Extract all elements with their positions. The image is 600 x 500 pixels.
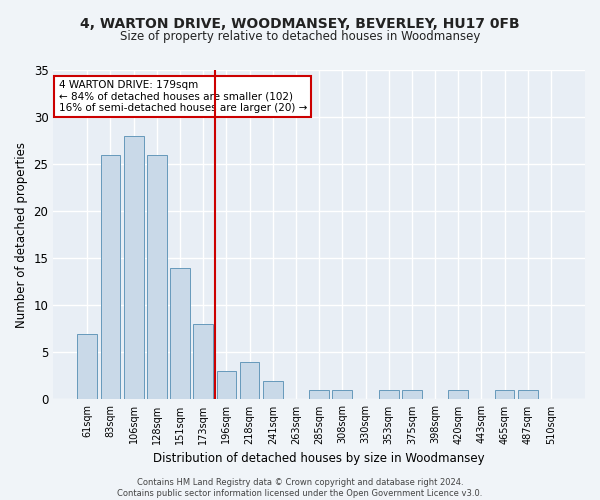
Bar (309, 390, 329, 400)
Bar (240, 362, 259, 400)
Bar (147, 154, 167, 400)
Bar (170, 268, 190, 400)
Bar (402, 390, 422, 400)
Bar (193, 324, 213, 400)
Bar (379, 390, 398, 400)
Y-axis label: Number of detached properties: Number of detached properties (15, 142, 28, 328)
Bar (518, 390, 538, 400)
Text: Size of property relative to detached houses in Woodmansey: Size of property relative to detached ho… (120, 30, 480, 43)
Bar (101, 154, 121, 400)
Bar (332, 390, 352, 400)
Bar (124, 136, 143, 400)
Bar (495, 390, 514, 400)
X-axis label: Distribution of detached houses by size in Woodmansey: Distribution of detached houses by size … (154, 452, 485, 465)
Text: 4 WARTON DRIVE: 179sqm
← 84% of detached houses are smaller (102)
16% of semi-de: 4 WARTON DRIVE: 179sqm ← 84% of detached… (59, 80, 307, 113)
Text: Contains HM Land Registry data © Crown copyright and database right 2024.
Contai: Contains HM Land Registry data © Crown c… (118, 478, 482, 498)
Bar (217, 371, 236, 400)
Text: 4, WARTON DRIVE, WOODMANSEY, BEVERLEY, HU17 0FB: 4, WARTON DRIVE, WOODMANSEY, BEVERLEY, H… (80, 18, 520, 32)
Bar (263, 380, 283, 400)
Bar (77, 334, 97, 400)
Bar (448, 390, 468, 400)
